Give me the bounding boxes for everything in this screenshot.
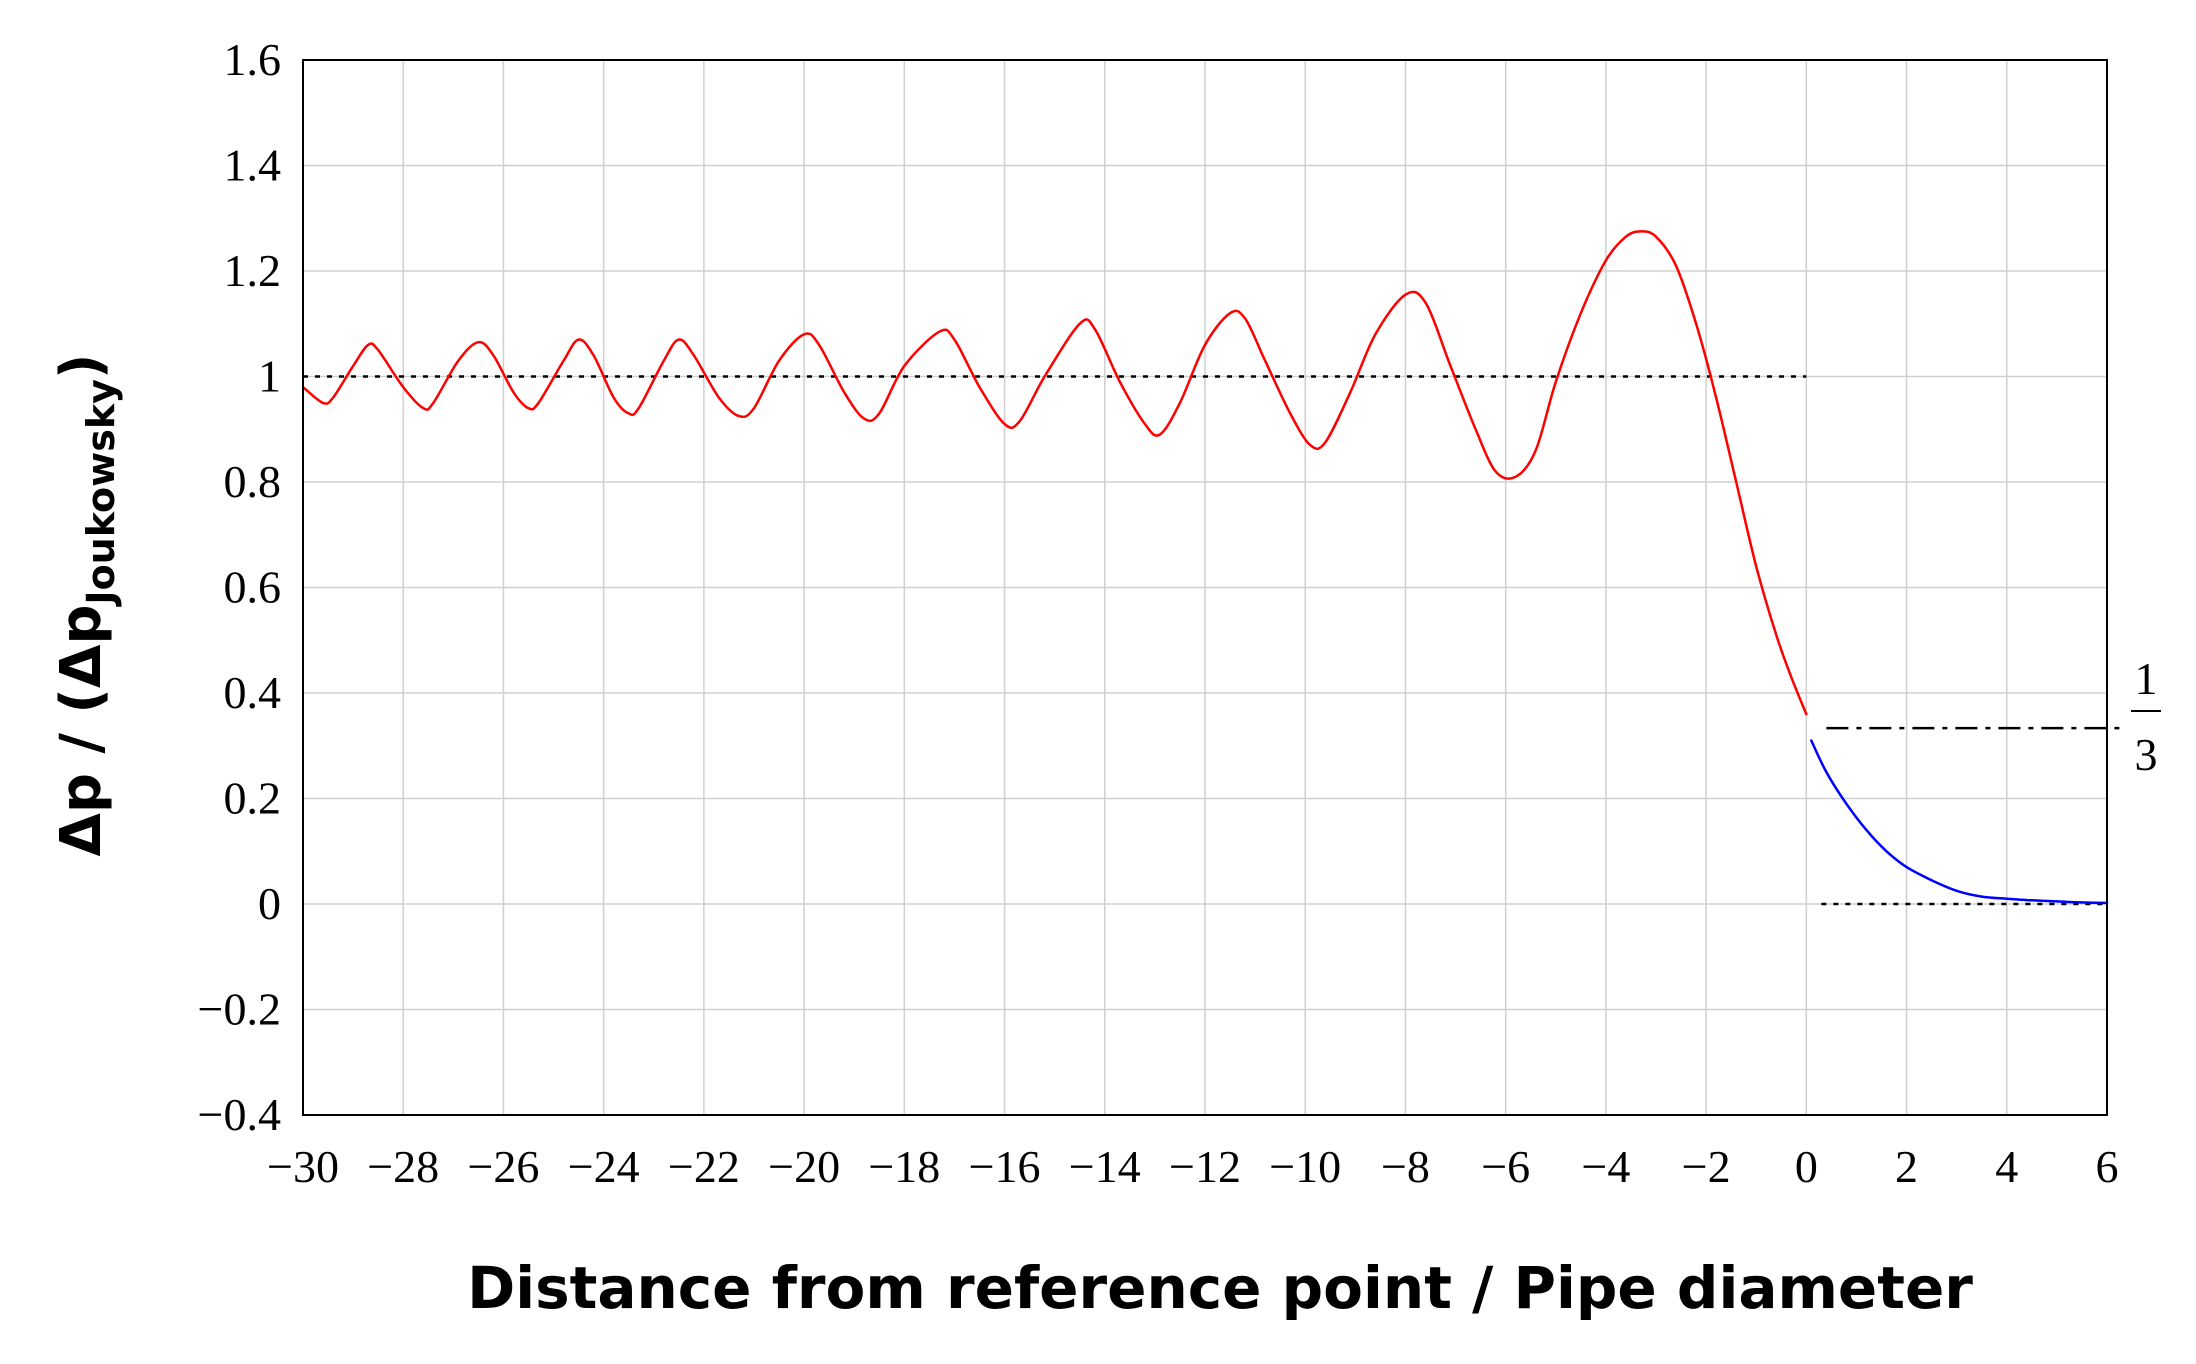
y-axis-title: Δp / (ΔpJoukowsky) bbox=[49, 354, 123, 857]
x-tick-label: −10 bbox=[1269, 1141, 1341, 1192]
y-axis-tick-labels: −0.4 −0.2 0 0.2 0.4 0.6 0.8 1 1.2 1.4 1.6 bbox=[198, 34, 281, 1140]
y-tick-label: 0.8 bbox=[224, 456, 282, 507]
x-tick-label: −6 bbox=[1481, 1141, 1530, 1192]
x-tick-label: −14 bbox=[1069, 1141, 1141, 1192]
x-tick-label: −24 bbox=[568, 1141, 640, 1192]
y-tick-label: 0 bbox=[258, 878, 281, 929]
series-line-red bbox=[301, 230, 1808, 716]
x-axis-title: Distance from reference point / Pipe dia… bbox=[467, 1254, 1973, 1322]
y-tick-label: 1.2 bbox=[224, 245, 282, 296]
y-tick-label: 0.6 bbox=[224, 562, 282, 613]
y-tick-label: 1 bbox=[258, 351, 281, 402]
y-tick-label: −0.2 bbox=[198, 984, 281, 1035]
x-tick-label: −26 bbox=[467, 1141, 539, 1192]
x-tick-label: −2 bbox=[1682, 1141, 1731, 1192]
x-tick-label: 2 bbox=[1895, 1141, 1918, 1192]
x-tick-label: 4 bbox=[1995, 1141, 2018, 1192]
x-tick-label: 6 bbox=[2096, 1141, 2119, 1192]
data-series bbox=[301, 230, 2109, 905]
reference-lines bbox=[303, 375, 2128, 906]
x-tick-label: −4 bbox=[1581, 1141, 1630, 1192]
plot-area-frame bbox=[302, 59, 2108, 1116]
x-tick-label: −8 bbox=[1381, 1141, 1430, 1192]
x-tick-label: −16 bbox=[969, 1141, 1041, 1192]
series-line-blue bbox=[1810, 739, 2109, 905]
y-tick-label: 1.4 bbox=[224, 140, 282, 191]
y-axis-title-main: Δp / (Δp bbox=[49, 605, 114, 857]
x-tick-label: −18 bbox=[868, 1141, 940, 1192]
x-tick-label: −22 bbox=[668, 1141, 740, 1192]
x-axis-tick-labels: −30 −28 −26 −24 −22 −20 −18 −16 −14 −12 −10 −8 −6 −4−… bbox=[267, 1141, 2118, 1192]
x-tick-label: −12 bbox=[1169, 1141, 1241, 1192]
fraction-numerator: 1 bbox=[2135, 653, 2158, 704]
x-tick-label: −30 bbox=[267, 1141, 339, 1192]
y-tick-label: −0.4 bbox=[198, 1089, 281, 1140]
grid-lines bbox=[302, 59, 2108, 1116]
x-tick-label: −20 bbox=[768, 1141, 840, 1192]
x-tick-label: 0 bbox=[1795, 1141, 1818, 1192]
y-tick-label: 0.2 bbox=[224, 773, 282, 824]
y-tick-label: 1.6 bbox=[224, 34, 282, 85]
y-tick-label: 0.4 bbox=[224, 667, 282, 718]
one-third-annotation: 1 3 bbox=[2131, 653, 2161, 780]
fraction-denominator: 3 bbox=[2135, 729, 2158, 780]
y-axis-title-close: ) bbox=[49, 354, 114, 380]
y-axis-title-subscript: Joukowsky bbox=[79, 379, 123, 608]
x-tick-label: −28 bbox=[367, 1141, 439, 1192]
